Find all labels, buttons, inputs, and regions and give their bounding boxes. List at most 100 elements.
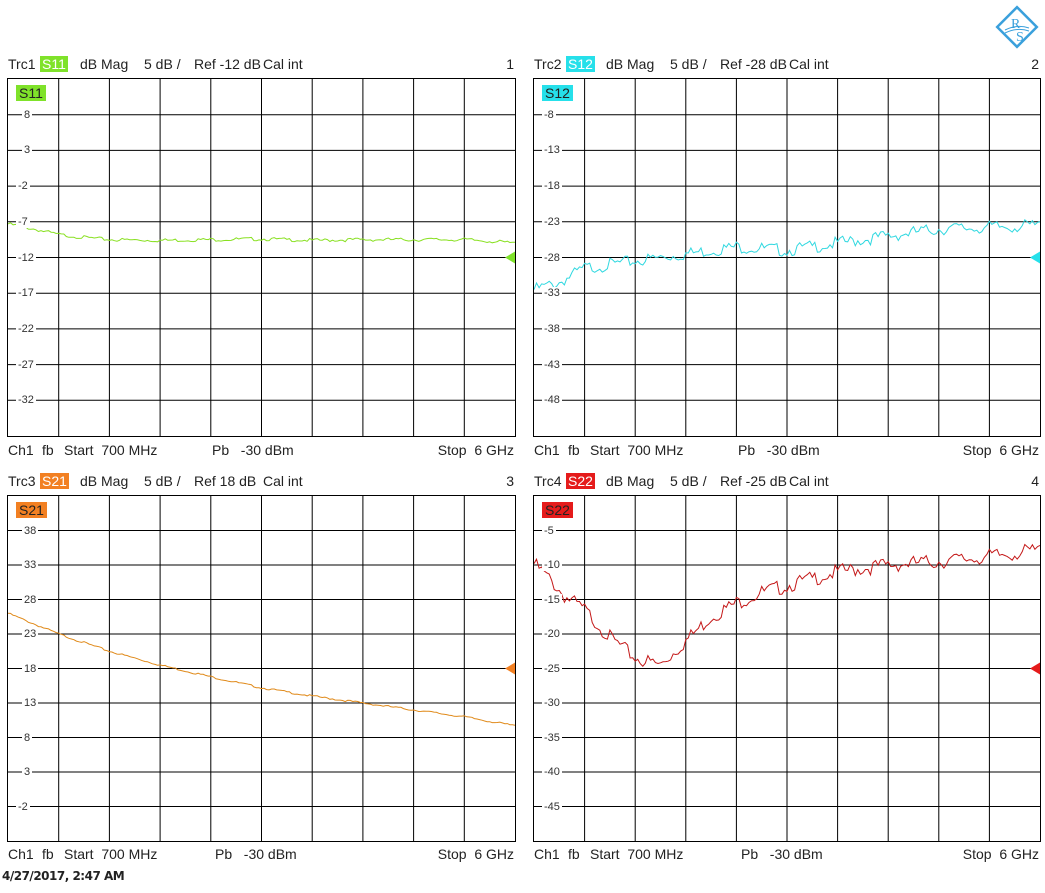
trace-line: [534, 543, 1040, 667]
scale-label: 5 dB /: [144, 56, 181, 72]
trace-name: Trc3: [8, 473, 36, 489]
y-axis-label: 23: [22, 628, 39, 640]
param-badge[interactable]: S12: [566, 56, 595, 72]
y-axis-label: -43: [542, 358, 562, 371]
trace-line: [8, 222, 515, 244]
channel-label: Ch1: [534, 442, 560, 458]
ref-marker-icon: [505, 251, 515, 264]
trace-label-badge: S21: [16, 502, 47, 518]
y-axis-label: -15: [542, 593, 562, 606]
cal-label: Cal int: [789, 473, 829, 489]
y-axis-label: 18: [22, 662, 39, 675]
y-axis-label: 28: [22, 593, 39, 606]
ref-marker-icon: [1030, 662, 1040, 675]
y-axis-label: -17: [16, 287, 36, 300]
cal-label: Cal int: [263, 56, 303, 72]
y-axis-label: 38: [22, 524, 39, 537]
y-axis-label: 8: [22, 108, 33, 121]
param-badge[interactable]: S11: [40, 56, 68, 72]
trace-name: Trc1: [8, 56, 36, 72]
y-axis-label: -30: [542, 697, 562, 709]
y-axis-label: -23: [542, 215, 562, 228]
ref-marker-icon: [1030, 251, 1040, 264]
y-axis-label: -2: [16, 800, 30, 813]
trace-header: Trc1 S11 dB Mag 5 dB / Ref -12 dB Cal in…: [0, 56, 514, 74]
plot-area[interactable]: S11 8 3 -2 -7 -12 -17 -22 -27 -32: [7, 78, 516, 437]
panel-number: 4: [1031, 473, 1039, 489]
format-label: dB Mag: [606, 56, 655, 72]
plot-area[interactable]: S22 -5 -10 -15 -20 -25 -30 -35 -40 -45: [533, 495, 1041, 842]
trace-label-badge: S22: [542, 502, 573, 518]
channel-footer: Ch1 fb Start 700 MHz Pb -30 dBm Stop 6 G…: [0, 442, 514, 460]
channel-footer: Ch1 fb Start 700 MHz Pb -30 dBm Stop 6 G…: [0, 846, 514, 864]
svg-text:R: R: [1011, 17, 1021, 32]
panel-number: 3: [506, 473, 514, 489]
y-axis-label: -12: [16, 251, 36, 264]
format-label: dB Mag: [606, 473, 655, 489]
trace-header: Trc2 S12 dB Mag 5 dB / Ref -28 dB Cal in…: [526, 56, 1039, 74]
y-axis-label: -28: [542, 251, 562, 264]
chart-panel-s21: Trc3 S21 dB Mag 5 dB / Ref 18 dB Cal int…: [0, 0, 516, 893]
y-axis-label: -5: [542, 524, 556, 537]
y-axis-label: -35: [542, 731, 562, 744]
stop-frequency: Stop 6 GHz: [962, 846, 1039, 862]
mode-label: fb: [568, 846, 580, 862]
ref-label: Ref -12 dB: [194, 56, 261, 72]
plot-area[interactable]: S21 38 33 28 23 18 13 8 3 -2: [7, 495, 516, 842]
param-badge[interactable]: S22: [566, 473, 595, 489]
y-axis-label: -33: [542, 287, 562, 300]
y-axis-label: -38: [542, 322, 562, 335]
mode-label: fb: [42, 442, 54, 458]
ref-marker-icon: [505, 662, 515, 675]
ref-label: Ref -25 dB: [720, 473, 787, 489]
y-axis-label: -32: [16, 394, 36, 407]
y-axis-label: 3: [22, 144, 33, 157]
scale-label: 5 dB /: [670, 56, 707, 72]
y-axis-label: -27: [16, 358, 36, 371]
cal-label: Cal int: [263, 473, 303, 489]
start-frequency: Start 700 MHz: [590, 846, 684, 862]
y-axis-label: -7: [16, 215, 30, 228]
trace-name: Trc4: [534, 473, 562, 489]
trace-label-badge: S11: [16, 85, 46, 101]
stop-frequency: Stop 6 GHz: [962, 442, 1039, 458]
channel-label: Ch1: [8, 846, 34, 862]
y-axis-label: -20: [542, 628, 562, 640]
rs-logo-icon: R S: [995, 5, 1039, 49]
panel-number: 1: [506, 56, 514, 72]
y-axis-label: -40: [542, 766, 562, 778]
ref-label: Ref -28 dB: [720, 56, 787, 72]
channel-footer: Ch1 fb Start 700 MHz Pb -30 dBm Stop 6 G…: [526, 846, 1039, 864]
mode-label: fb: [568, 442, 580, 458]
ref-label: Ref 18 dB: [194, 473, 257, 489]
trace-line: [534, 218, 1040, 290]
param-badge[interactable]: S21: [40, 473, 69, 489]
format-label: dB Mag: [80, 473, 129, 489]
trace-line: [8, 612, 515, 726]
y-axis-label: 33: [22, 559, 39, 571]
y-axis-label: -48: [542, 394, 562, 407]
y-axis-label: -13: [542, 144, 562, 157]
y-axis-label: -2: [16, 180, 30, 193]
chart-panel-s12: Trc2 S12 dB Mag 5 dB / Ref -28 dB Cal in…: [526, 0, 1041, 893]
channel-label: Ch1: [8, 442, 34, 458]
power-level: Pb -30 dBm: [741, 846, 823, 862]
trace-header: Trc4 S22 dB Mag 5 dB / Ref -25 dB Cal in…: [526, 473, 1039, 491]
power-level: Pb -30 dBm: [212, 442, 294, 458]
scale-label: 5 dB /: [144, 473, 181, 489]
y-axis-label: -18: [542, 180, 562, 193]
cal-label: Cal int: [789, 56, 829, 72]
y-axis-label: -22: [16, 322, 36, 335]
trace-name: Trc2: [534, 56, 562, 72]
stop-frequency: Stop 6 GHz: [437, 442, 514, 458]
stop-frequency: Stop 6 GHz: [437, 846, 514, 862]
plot-area[interactable]: S12 -8 -13 -18 -23 -28 -33 -38 -43 -48: [533, 78, 1041, 437]
start-frequency: Start 700 MHz: [590, 442, 684, 458]
chart-panel-s22: Trc4 S22 dB Mag 5 dB / Ref -25 dB Cal in…: [526, 0, 1041, 893]
svg-text:S: S: [1016, 30, 1024, 45]
mode-label: fb: [42, 846, 54, 862]
channel-footer: Ch1 fb Start 700 MHz Pb -30 dBm Stop 6 G…: [526, 442, 1039, 460]
y-axis-label: -10: [542, 559, 562, 571]
y-axis-label: 8: [22, 731, 33, 744]
y-axis-label: -8: [542, 108, 556, 121]
